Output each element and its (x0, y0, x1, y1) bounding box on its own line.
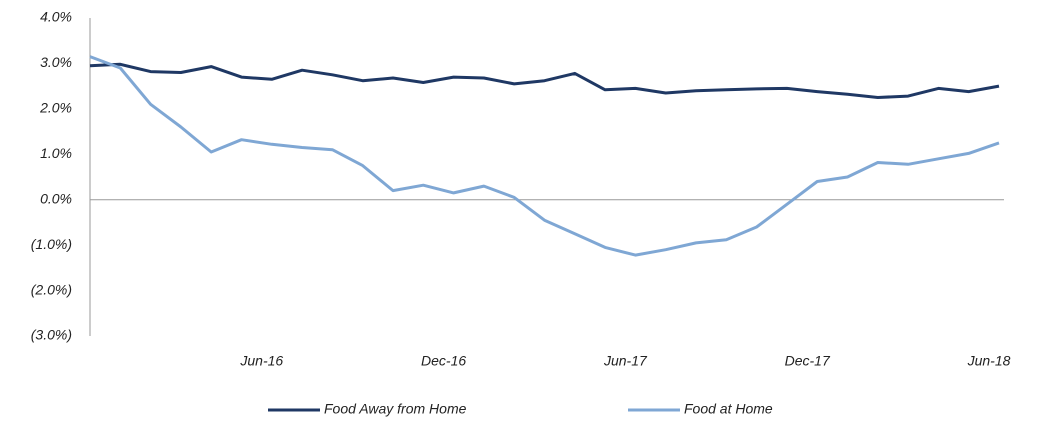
x-tick-label: Dec-16 (421, 353, 466, 369)
y-tick-label: 2.0% (39, 100, 72, 116)
x-tick-label: Dec-17 (785, 353, 831, 369)
x-tick-label: Jun-17 (603, 353, 648, 369)
series-line (89, 55, 1000, 257)
y-tick-label: (2.0%) (31, 281, 72, 297)
y-tick-label: (1.0%) (31, 236, 72, 252)
y-tick-label: 3.0% (40, 54, 72, 70)
y-tick-label: 1.0% (40, 145, 72, 161)
legend-label: Food Away from Home (324, 401, 467, 417)
legend-label: Food at Home (684, 401, 773, 417)
y-tick-label: 0.0% (40, 190, 72, 206)
y-tick-label: 4.0% (40, 9, 72, 25)
y-tick-label: (3.0%) (31, 327, 72, 343)
x-tick-label: Jun-18 (967, 353, 1011, 369)
series-line (89, 62, 1000, 99)
x-tick-label: Jun-16 (239, 353, 283, 369)
